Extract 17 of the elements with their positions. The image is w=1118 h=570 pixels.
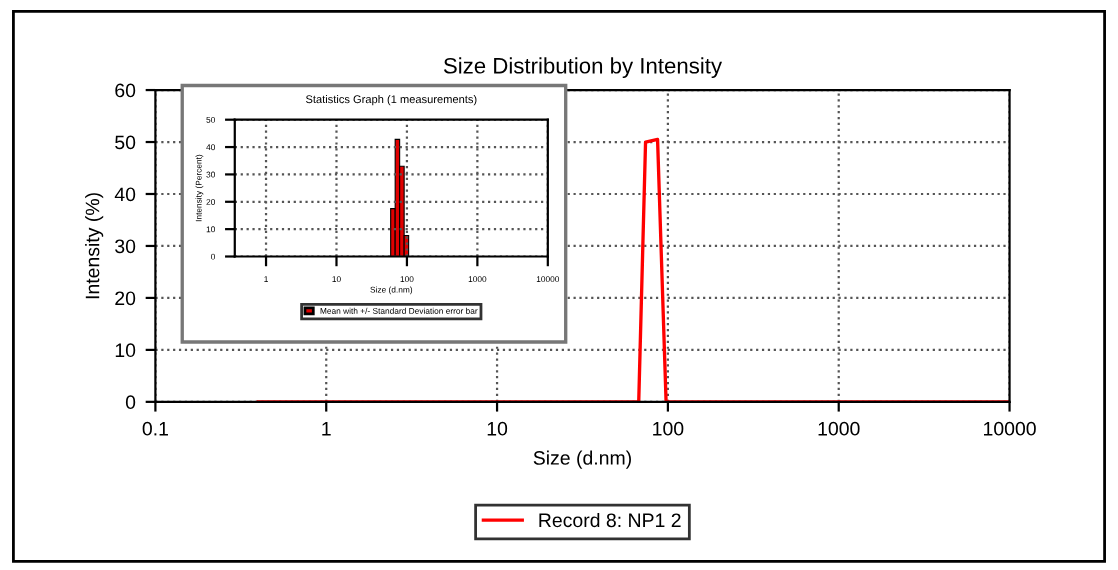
y-axis-title: Intensity (%) xyxy=(85,193,104,299)
x-axis-title: Size (d.nm) xyxy=(533,450,631,469)
x-tick-label: 1 xyxy=(322,422,331,436)
y-tick-label: 60 xyxy=(115,83,136,98)
x-tick-label: 10000 xyxy=(984,421,1036,436)
x-tick-label: 100 xyxy=(653,421,684,436)
y-tick-label: 40 xyxy=(114,187,136,202)
y-tick-label: 50 xyxy=(115,135,136,150)
x-tick-label: 0.1 xyxy=(142,421,168,436)
y-tick-label: 0 xyxy=(125,395,136,410)
legend-label: Record 8: NP1 2 xyxy=(539,512,681,528)
x-tick-label: 1000 xyxy=(818,421,860,436)
chart-title: Size Distribution by Intensity xyxy=(443,57,723,78)
y-tick-label: 30 xyxy=(115,239,136,254)
y-tick-label: 20 xyxy=(115,291,136,306)
y-tick-label: 10 xyxy=(115,343,136,358)
x-tick-label: 10 xyxy=(487,421,508,436)
